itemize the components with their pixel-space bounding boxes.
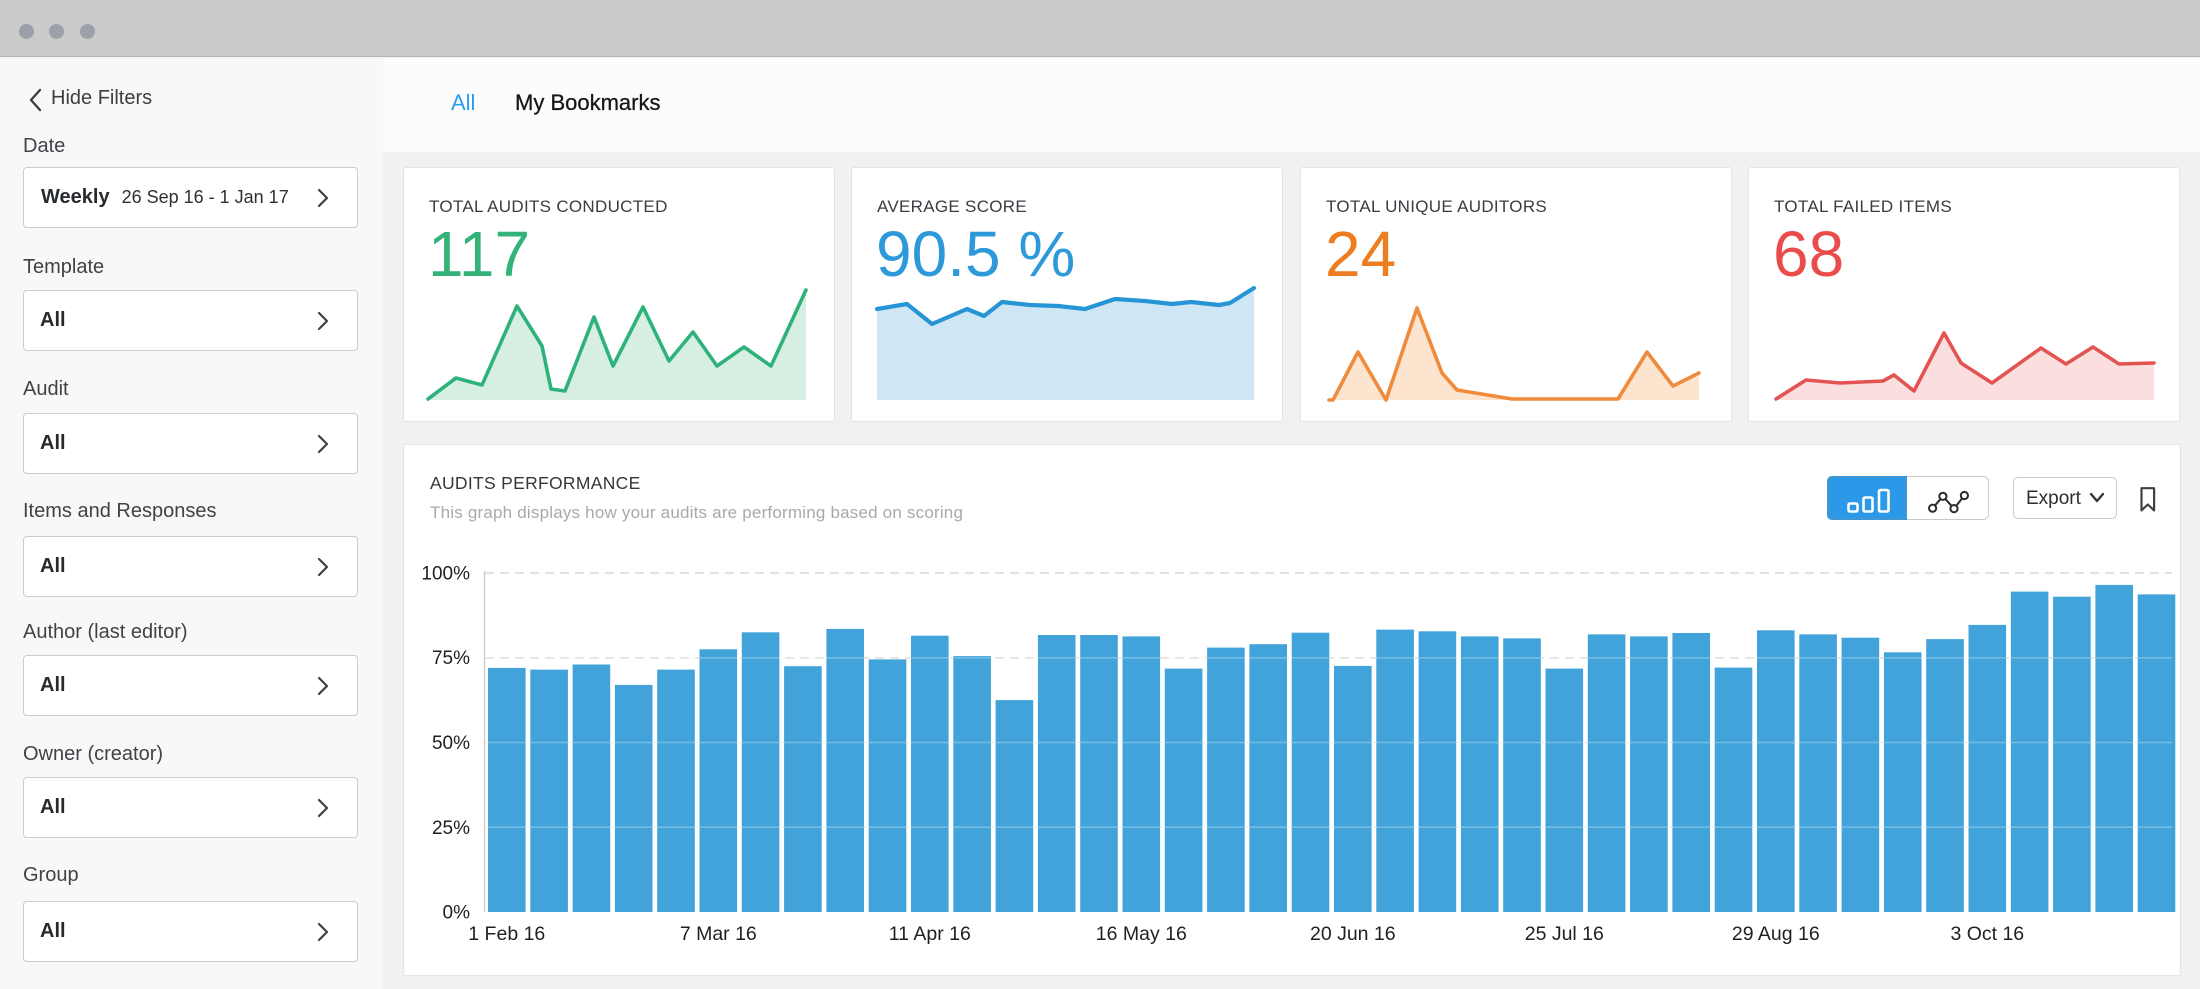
svg-text:25 Jul 16: 25 Jul 16 [1525,923,1604,945]
svg-text:11 Apr 16: 11 Apr 16 [889,923,971,945]
svg-text:100%: 100% [421,564,470,585]
svg-text:3 Oct 16: 3 Oct 16 [1950,923,2024,945]
svg-text:7 Mar 16: 7 Mar 16 [680,923,757,945]
svg-text:29 Aug 16: 29 Aug 16 [1732,923,1820,945]
svg-text:0%: 0% [443,903,471,924]
svg-text:16 May 16: 16 May 16 [1096,923,1187,945]
svg-text:25%: 25% [432,818,470,839]
svg-text:75%: 75% [432,648,470,669]
svg-text:1 Feb 16: 1 Feb 16 [468,923,545,945]
svg-text:20 Jun 16: 20 Jun 16 [1310,923,1396,945]
svg-text:50%: 50% [432,733,470,754]
